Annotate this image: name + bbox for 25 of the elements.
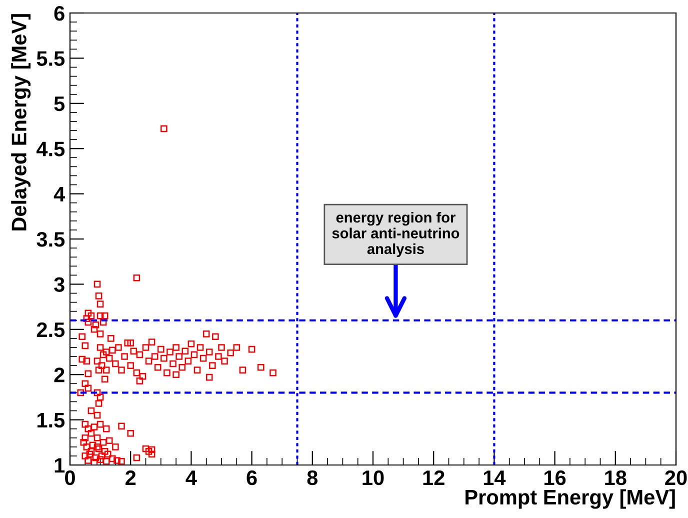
annotation: energy region for solar anti-neutrino analysis	[332, 212, 460, 258]
x-tick-label: 12	[423, 470, 444, 485]
x-tick-label: 10	[362, 470, 384, 486]
y-tick-label: 5	[54, 96, 65, 112]
y-tick-label: 3	[54, 277, 64, 292]
x-tick-label: 2	[126, 470, 136, 485]
x-tick-label: 20	[665, 470, 687, 486]
x-tick-label: 16	[544, 470, 566, 486]
y-tick-label: 1.5	[37, 413, 65, 428]
y-tick-label: 1	[54, 458, 65, 473]
x-tick-label: 0	[65, 470, 75, 486]
y-tick-label: 5.5	[36, 51, 65, 66]
y-tick-label: 2.5	[36, 322, 65, 338]
x-tick-label: 4	[186, 470, 197, 485]
x-axis-title: Prompt Energy [MeV]	[466, 489, 675, 509]
y-tick-label: 6	[54, 6, 64, 21]
y-tick-label: 2	[54, 368, 64, 382]
y-tick-label: 3.5	[36, 232, 65, 247]
y-tick-label: 4.5	[36, 142, 65, 156]
y-axis-title: Delayed Energy [MeV]	[11, 14, 31, 230]
y-tick-label: 4	[54, 187, 66, 202]
x-tick-label: 18	[605, 470, 626, 486]
x-tick-label: 14	[484, 470, 506, 485]
x-tick-label: 6	[246, 470, 257, 486]
x-tick-label: 8	[307, 470, 318, 486]
